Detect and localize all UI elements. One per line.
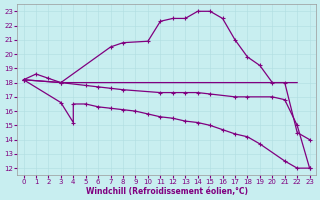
X-axis label: Windchill (Refroidissement éolien,°C): Windchill (Refroidissement éolien,°C): [85, 187, 248, 196]
